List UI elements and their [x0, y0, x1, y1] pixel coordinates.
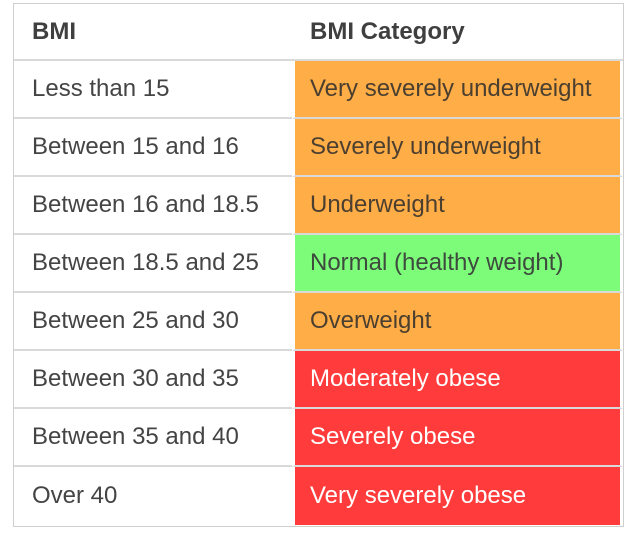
bmi-category-cell: Normal (healthy weight) [292, 235, 623, 293]
bmi-range-cell: Less than 15 [14, 61, 292, 119]
bmi-range-cell: Between 35 and 40 [14, 409, 292, 467]
bmi-category-cell: Underweight [292, 177, 623, 235]
bmi-category-cell: Moderately obese [292, 351, 623, 409]
bmi-category-cell: Severely obese [292, 409, 623, 467]
table-row: Between 30 and 35 Moderately obese [14, 351, 623, 409]
column-header-bmi: BMI [14, 4, 292, 61]
table-header-row: BMI BMI Category [14, 4, 623, 61]
table-row: Between 15 and 16 Severely underweight [14, 119, 623, 177]
bmi-category-cell: Very severely obese [292, 467, 623, 525]
bmi-range-cell: Over 40 [32, 482, 118, 509]
bmi-range-cell: Between 25 and 30 [14, 293, 292, 351]
table-row: Between 35 and 40 Severely obese [14, 409, 623, 467]
bmi-table-container: BMI BMI Category Less than 15 Very sever… [13, 3, 624, 527]
bmi-range-cell: Between 18.5 and 25 [14, 235, 292, 293]
bmi-range-cell: Between 16 and 18.5 [14, 177, 292, 235]
column-header-bmi-category: BMI Category [292, 4, 623, 61]
bmi-category-cell: Very severely underweight [292, 61, 623, 119]
table-row: Between 16 and 18.5 Underweight [14, 177, 623, 235]
table-row: Over 40 Very severely obese [14, 467, 623, 525]
bmi-table: BMI BMI Category Less than 15 Very sever… [14, 4, 623, 525]
bmi-range-cell: Between 15 and 16 [14, 119, 292, 177]
bmi-category-cell: Severely underweight [292, 119, 623, 177]
table-row: Between 25 and 30 Overweight [14, 293, 623, 351]
bmi-range-cell: Between 30 and 35 [14, 351, 292, 409]
bmi-category-cell: Overweight [292, 293, 623, 351]
table-row: Less than 15 Very severely underweight [14, 61, 623, 119]
table-row: Between 18.5 and 25 Normal (healthy weig… [14, 235, 623, 293]
